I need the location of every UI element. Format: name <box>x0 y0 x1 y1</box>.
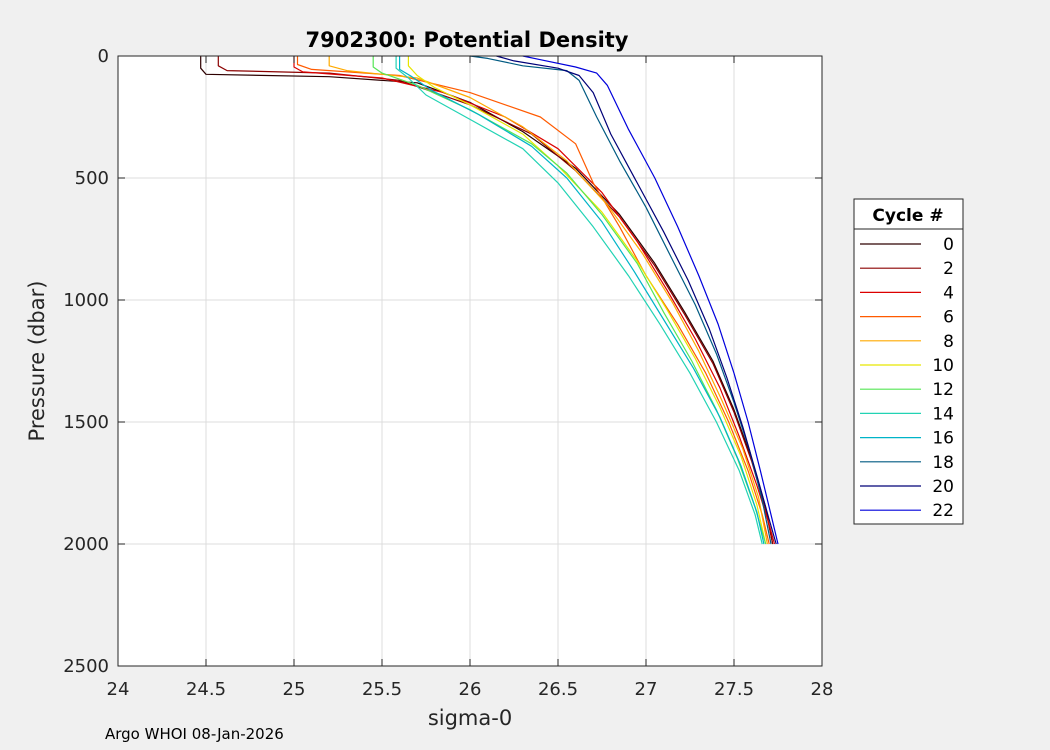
series-lines <box>200 55 779 545</box>
x-tick-label: 25.5 <box>362 679 402 700</box>
y-tick-label: 1500 <box>63 412 109 433</box>
x-tick-label: 26.5 <box>538 679 578 700</box>
series-line-cycle-16 <box>399 56 765 545</box>
series-line-cycle-10 <box>407 56 767 545</box>
series-line-cycle-20 <box>496 55 777 545</box>
x-axis-label: sigma-0 <box>428 706 512 730</box>
legend-label-cycle-10: 10 <box>932 356 954 376</box>
y-axis-label: Pressure (dbar) <box>25 281 49 442</box>
x-tick-label: 26 <box>459 679 482 700</box>
legend-label-cycle-6: 6 <box>943 308 954 328</box>
legend-label-cycle-16: 16 <box>932 429 954 449</box>
legend-label-cycle-22: 22 <box>932 501 954 521</box>
legend-items: 0 2 4 6 8 10 12 14 16 18 20 22 <box>860 235 954 521</box>
series-line-cycle-4 <box>293 56 776 545</box>
legend-label-cycle-12: 12 <box>932 380 954 400</box>
series-line-cycle-0 <box>200 56 774 545</box>
y-tick-label: 500 <box>75 168 109 189</box>
legend: Cycle # 0 2 4 6 8 10 12 14 16 18 20 22 <box>853 198 964 525</box>
y-tick-label: 2500 <box>63 656 109 677</box>
legend-label-cycle-18: 18 <box>932 453 954 473</box>
legend-label-cycle-20: 20 <box>932 477 954 497</box>
y-tick-label: 0 <box>98 46 109 67</box>
x-tick-label: 28 <box>811 679 834 700</box>
x-tick-label: 27 <box>635 679 658 700</box>
x-tick-label: 27.5 <box>714 679 754 700</box>
legend-label-cycle-4: 4 <box>943 283 954 303</box>
y-tick-label: 1000 <box>63 290 109 311</box>
legend-label-cycle-0: 0 <box>943 235 954 255</box>
series-line-cycle-8 <box>328 56 768 545</box>
legend-label-cycle-8: 8 <box>943 332 954 352</box>
series-line-cycle-22 <box>522 55 779 545</box>
footer-credit: Argo WHOI 08-Jan-2026 <box>105 725 284 743</box>
series-line-cycle-14 <box>395 56 763 545</box>
ticks: 24 24.5 25 25.5 26 26.5 27 27.5 28 0 500 1000 1500 20… <box>63 46 833 700</box>
x-tick-label: 24.5 <box>186 679 226 700</box>
chart-title: 7902300: Potential Density <box>305 28 628 52</box>
legend-label-cycle-14: 14 <box>932 404 954 424</box>
legend-label-cycle-2: 2 <box>943 259 954 279</box>
legend-box <box>853 198 964 525</box>
legend-title: Cycle # <box>872 206 943 226</box>
y-tick-label: 2000 <box>63 534 109 555</box>
x-tick-label: 25 <box>283 679 306 700</box>
x-tick-label: 24 <box>107 679 130 700</box>
series-line-cycle-6 <box>296 56 770 545</box>
